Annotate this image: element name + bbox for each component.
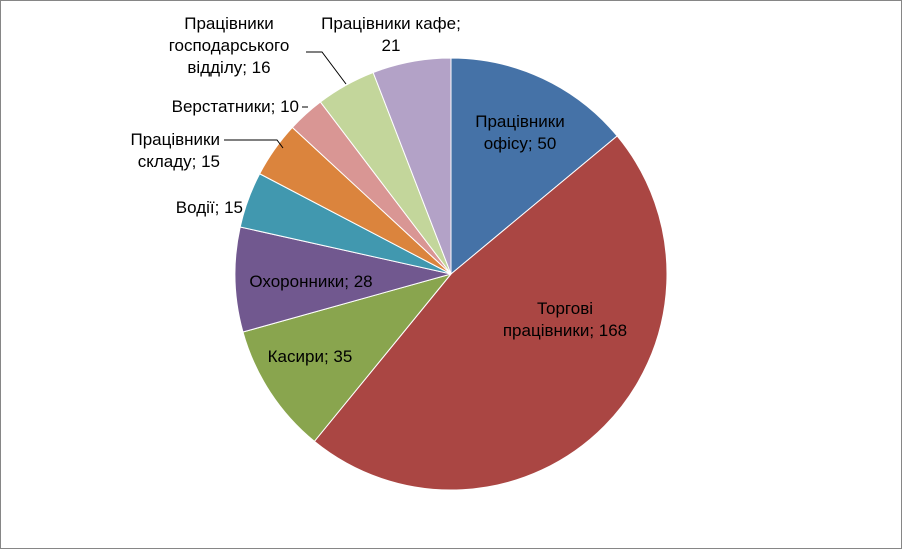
data-label-line: Торгові <box>537 299 593 318</box>
pie-slice-1 <box>450 57 618 276</box>
data-label-5: Водії; 15 <box>176 198 243 217</box>
pie-slice-2 <box>313 135 668 491</box>
pie-slice-9 <box>372 57 452 275</box>
data-label-7: Верстатники; 10 <box>172 97 299 116</box>
data-label-2: Торгові працівники; 168 <box>503 299 627 340</box>
data-label-9: Працівники кафе; 21 <box>321 14 461 55</box>
leader-line-6 <box>224 139 284 149</box>
data-label-line: господарського <box>169 36 290 55</box>
data-label-line: Працівники <box>184 14 274 33</box>
data-label-8: Працівники господарського відділу; 16 <box>169 14 290 77</box>
data-label-3: Касири; 35 <box>268 347 353 366</box>
data-label-line: складу; 15 <box>138 152 220 171</box>
data-label-1: Працівники офісу; 50 <box>475 112 565 153</box>
data-label-4: Охоронники; 28 <box>249 272 372 291</box>
data-label-line: Працівники <box>475 112 565 131</box>
data-label-line: Верстатники; 10 <box>172 97 299 116</box>
data-label-line: Працівники <box>131 130 221 149</box>
pie-slice-4 <box>234 226 452 333</box>
data-label-line: працівники; 168 <box>503 321 627 340</box>
data-label-line: відділу; 16 <box>187 58 270 77</box>
data-label-line: офісу; 50 <box>484 134 557 153</box>
data-label-6: Працівники складу; 15 <box>131 130 221 171</box>
leader-line-8 <box>306 51 347 85</box>
data-label-line: Охоронники; 28 <box>249 272 372 291</box>
data-label-line: Касири; 35 <box>268 347 353 366</box>
data-label-line: 21 <box>382 36 401 55</box>
data-label-line: Водії; 15 <box>176 198 243 217</box>
data-label-line: Працівники кафе; <box>321 14 461 33</box>
pie-slice-3 <box>242 273 453 443</box>
